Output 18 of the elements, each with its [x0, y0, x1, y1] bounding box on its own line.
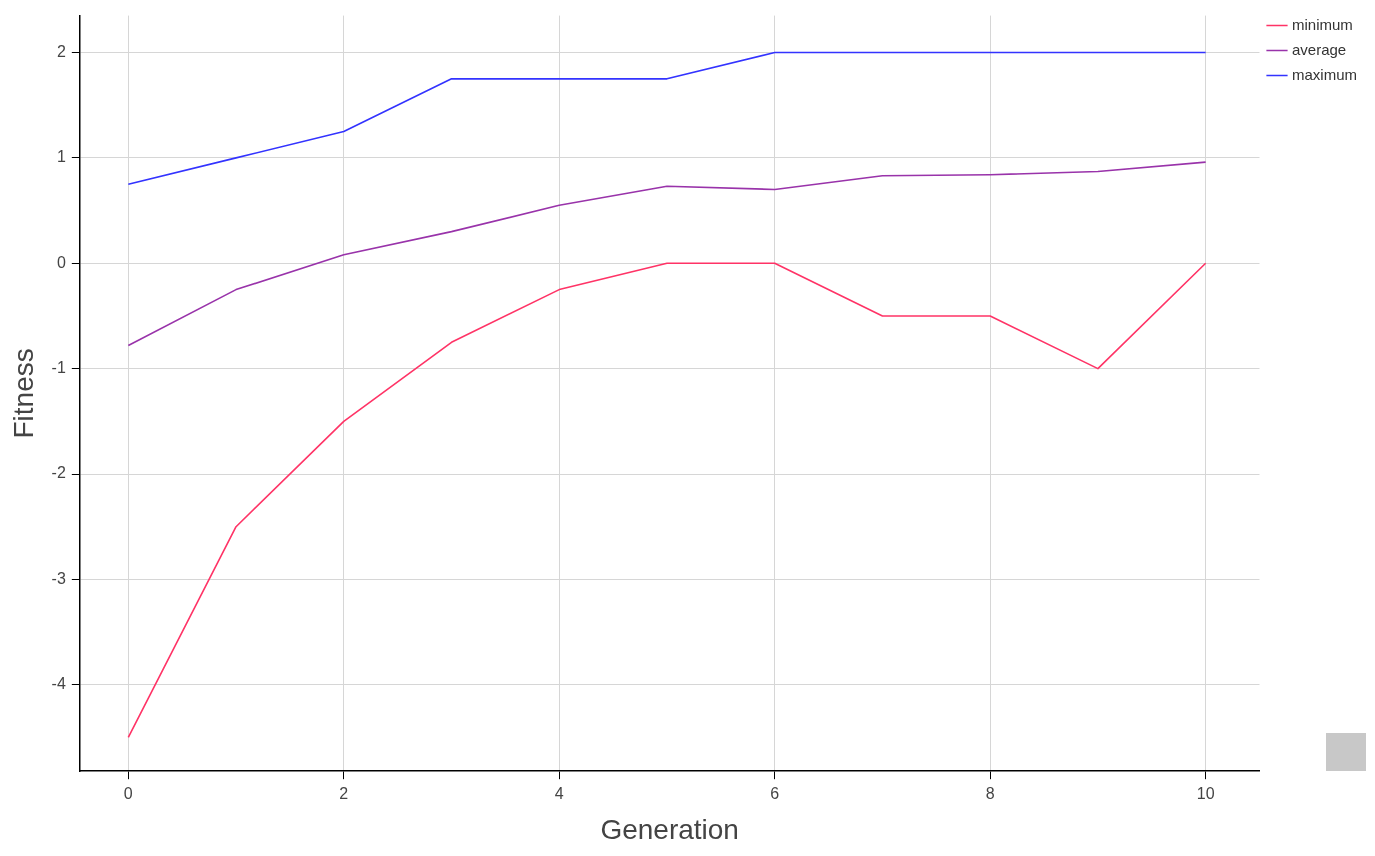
legend-label: average: [1292, 40, 1347, 58]
y-tick-label: 0: [56, 253, 66, 271]
y-tick-label: 1: [56, 148, 66, 166]
legend-label: minimum: [1292, 15, 1353, 33]
y-tick-label: -3: [51, 569, 66, 587]
x-tick-label: 10: [1196, 785, 1215, 803]
y-axis-title: Fitness: [7, 348, 39, 439]
x-tick-label: 6: [770, 785, 780, 803]
x-tick-label: 2: [339, 785, 349, 803]
x-tick-label: 8: [985, 785, 995, 803]
x-tick-label: 4: [554, 785, 564, 803]
y-tick-label: -1: [51, 359, 66, 377]
y-tick-label: -2: [51, 464, 66, 482]
x-axis-title: Generation: [600, 813, 739, 845]
legend-label: maximum: [1292, 65, 1358, 83]
x-tick-label: 0: [123, 785, 133, 803]
y-tick-label: -4: [51, 675, 66, 693]
y-tick-label: 2: [56, 42, 66, 60]
